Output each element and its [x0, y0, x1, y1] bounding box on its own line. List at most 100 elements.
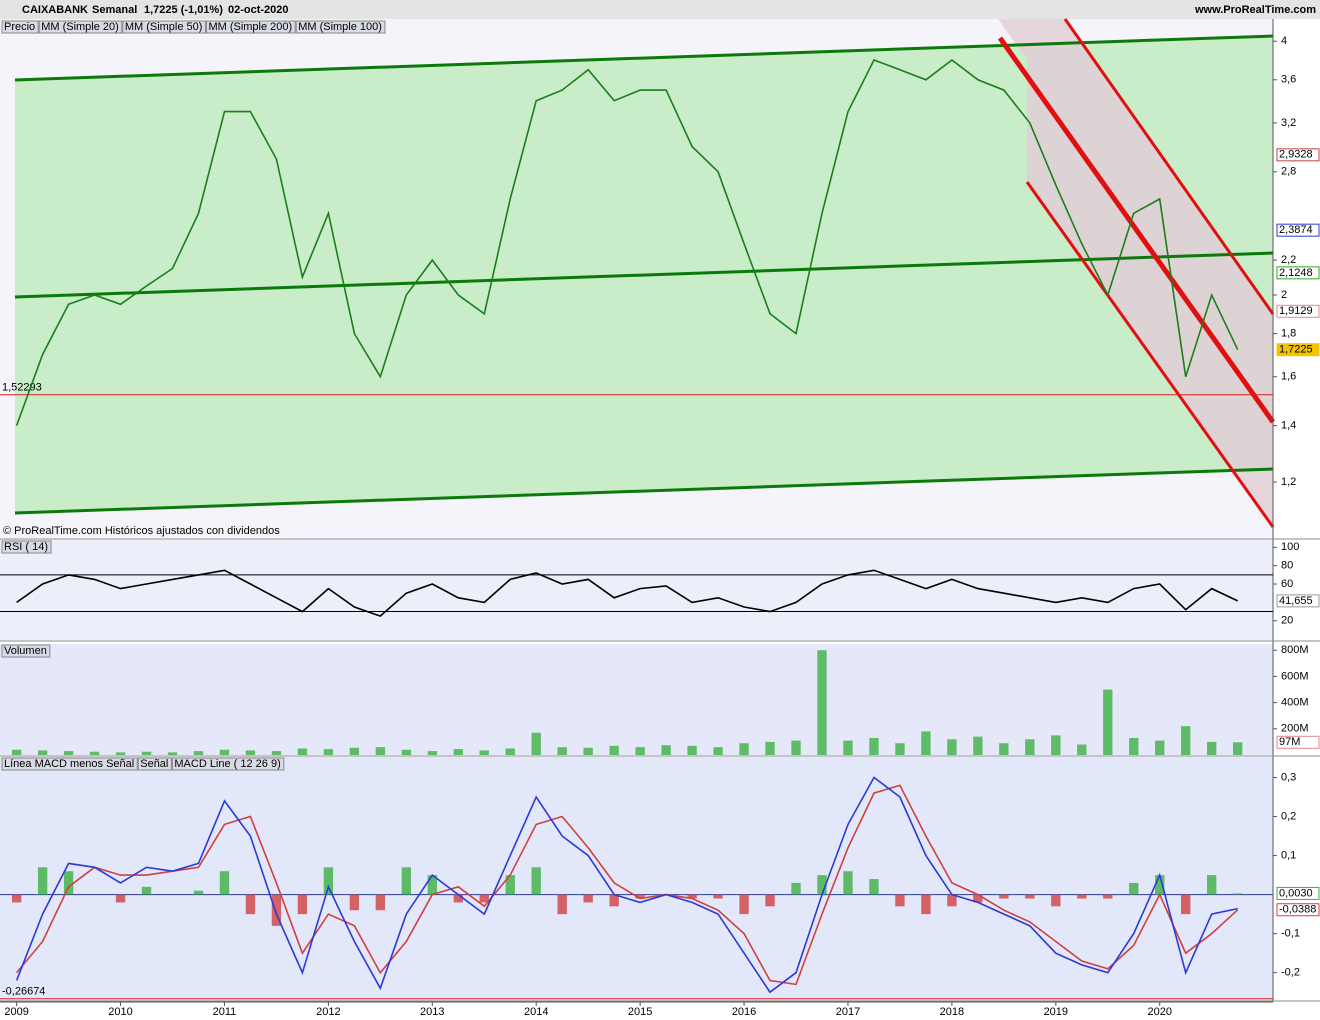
x-tick-label: 2019 — [1044, 1006, 1068, 1018]
bar — [843, 740, 853, 755]
bar — [245, 750, 256, 755]
y-tick-label: 2 — [1281, 289, 1287, 301]
y-tick-label: 0,2 — [1281, 810, 1296, 822]
bar — [271, 751, 282, 755]
bar — [453, 894, 463, 903]
legend-label: Volumen — [4, 645, 47, 657]
y-tick-label: 2,2 — [1281, 254, 1296, 266]
value-marker — [1276, 304, 1320, 318]
x-tick-label: 2012 — [316, 1006, 340, 1018]
y-tick-label: 0,1 — [1281, 849, 1296, 861]
bar — [1232, 893, 1243, 895]
legend-box — [1, 540, 52, 554]
bar — [947, 894, 957, 907]
bar — [1207, 875, 1217, 895]
bar — [687, 745, 697, 755]
bar — [115, 894, 126, 903]
bar — [89, 751, 100, 755]
bar — [869, 737, 879, 755]
macd-panel — [0, 757, 1273, 1002]
bar — [453, 749, 463, 755]
legend-label: MACD Line ( 12 26 9) — [174, 758, 280, 770]
bar — [765, 894, 775, 907]
legend-box — [122, 20, 206, 34]
legend-label: Línea MACD menos Señal — [4, 758, 134, 770]
legend-box — [171, 757, 285, 771]
value-marker-label: 2,9328 — [1279, 149, 1313, 161]
y-tick-label: 4 — [1281, 35, 1287, 47]
bar — [1155, 740, 1165, 755]
value-marker — [1276, 594, 1320, 608]
bar — [973, 736, 983, 755]
bar — [505, 748, 515, 755]
legend-box — [205, 20, 296, 34]
bar — [609, 745, 619, 755]
bar — [921, 731, 931, 755]
x-tick-label: 2015 — [628, 1006, 652, 1018]
quote: 1,7225 (-1,01%) — [144, 4, 223, 16]
legend-box — [1, 757, 138, 771]
bar — [193, 751, 204, 755]
bar — [583, 894, 593, 903]
legend-label: Señal — [140, 758, 168, 770]
down-channel-top — [1063, 18, 1275, 315]
bar — [531, 732, 541, 755]
value-marker — [1276, 903, 1320, 917]
value-marker — [1276, 266, 1320, 280]
bar — [115, 752, 126, 755]
bar — [167, 752, 178, 755]
bar — [1207, 741, 1217, 755]
down-channel-bottom — [1025, 181, 1275, 528]
y-tick-label: -0,1 — [1281, 928, 1300, 940]
value-marker-label: 2,3874 — [1279, 224, 1313, 236]
legend-box — [38, 20, 123, 34]
bar — [817, 650, 827, 755]
value-marker — [1276, 223, 1320, 237]
down-channel-area — [998, 19, 1273, 527]
y-tick-label: 600M — [1281, 670, 1309, 682]
x-tick-label: 2011 — [213, 1006, 237, 1018]
bar — [895, 743, 905, 755]
bar — [1025, 894, 1035, 899]
legend-label: MM (Simple 20) — [41, 21, 119, 33]
bar — [531, 867, 541, 895]
bar — [11, 749, 22, 755]
down-channel-middle — [997, 36, 1276, 424]
y-tick-label: 60 — [1281, 578, 1293, 590]
bar — [583, 747, 593, 755]
y-tick-label: 400M — [1281, 697, 1309, 709]
x-tick-label: 2018 — [940, 1006, 964, 1018]
bar — [791, 882, 801, 895]
bar — [1103, 689, 1113, 755]
value-marker — [1276, 343, 1320, 357]
value-marker-label: 97M — [1279, 736, 1300, 748]
bar — [219, 871, 230, 895]
bar — [661, 745, 671, 755]
y-tick-label: -0,2 — [1281, 967, 1300, 979]
bar — [635, 747, 645, 755]
y-tick-label: 800M — [1281, 644, 1309, 656]
site: www.ProRealTime.com — [1194, 4, 1316, 16]
legend-box — [295, 20, 386, 34]
bar — [37, 750, 48, 755]
bar — [141, 751, 152, 755]
legend-box — [1, 644, 51, 658]
bar — [713, 747, 723, 755]
bar — [11, 894, 22, 903]
channel-middle — [14, 251, 1274, 299]
y-tick-label: 1,8 — [1281, 327, 1296, 339]
bar — [635, 894, 645, 899]
bar — [817, 875, 827, 895]
date: 02-oct-2020 — [228, 4, 289, 16]
bar — [1155, 875, 1165, 895]
x-tick-label: 2016 — [732, 1006, 756, 1018]
bar — [1077, 894, 1087, 899]
bar — [557, 747, 567, 755]
bar — [739, 894, 749, 915]
y-tick-label: 1,2 — [1281, 476, 1296, 488]
x-tick-label: 2013 — [420, 1006, 444, 1018]
legend-label: Precio — [4, 21, 35, 33]
value-marker-label: 0,0030 — [1279, 887, 1313, 899]
bar — [323, 867, 334, 895]
